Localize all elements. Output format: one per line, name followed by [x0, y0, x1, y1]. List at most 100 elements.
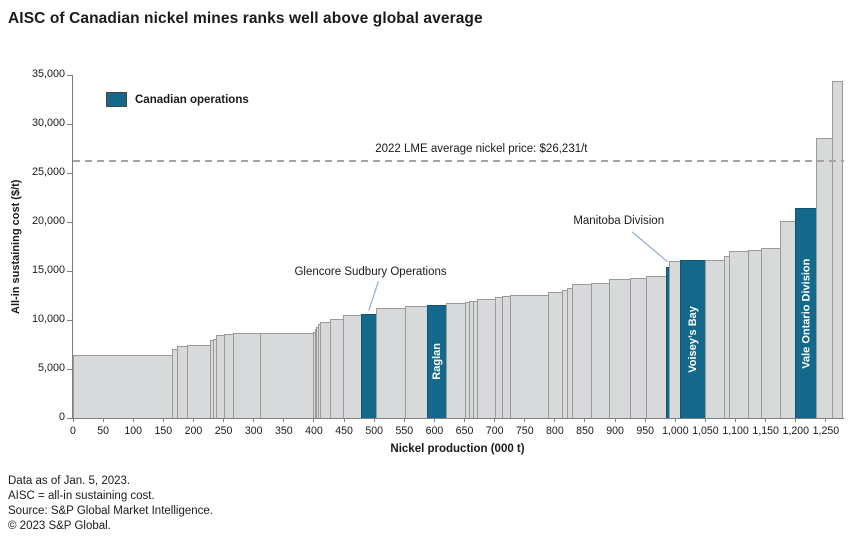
- x-axis-tick: [644, 418, 646, 422]
- footnotes: Data as of Jan. 5, 2023. AISC = all-in s…: [8, 474, 213, 534]
- cost-curve-segment: [187, 345, 212, 418]
- legend: Canadian operations: [106, 92, 249, 107]
- x-axis-tick-label: 950: [636, 425, 655, 437]
- cost-curve-segment: [630, 277, 648, 418]
- bar-voisey-s-bay: Voisey’s Bay: [680, 260, 707, 418]
- x-axis-tick: [433, 418, 435, 422]
- bar-voisey-s-bay-label: Voisey’s Bay: [687, 306, 700, 373]
- legend-swatch-canadian-operations: [106, 92, 127, 107]
- x-axis-tick-label: 50: [97, 425, 109, 437]
- x-axis-tick-label: 350: [274, 425, 293, 437]
- x-axis-tick: [313, 418, 315, 422]
- footnote-data-as-of: Data as of Jan. 5, 2023.: [8, 475, 131, 487]
- y-axis-tick: [67, 172, 72, 174]
- lme-price-reference-label: 2022 LME average nickel price: $26,231/t: [375, 142, 588, 155]
- cost-curve-segment: [816, 137, 833, 418]
- y-axis-tick: [67, 123, 72, 125]
- x-axis-tick-label: 900: [606, 425, 624, 437]
- x-axis-tick: [494, 418, 496, 422]
- callout-manitoba-division-arrow: [631, 231, 668, 263]
- x-axis-tick: [554, 418, 556, 422]
- x-axis-tick: [584, 418, 586, 422]
- cost-curve-segment: [73, 355, 174, 418]
- x-axis-tick-label: 250: [214, 425, 233, 437]
- x-axis-tick-label: 300: [244, 425, 263, 437]
- x-axis-tick-label: 1,100: [722, 425, 749, 437]
- bar-raglan-label: Raglan: [430, 343, 443, 381]
- x-axis-tick-label: 500: [365, 425, 384, 437]
- cost-curve-segment: [330, 319, 344, 418]
- callout-glencore-sudbury-operations: Glencore Sudbury Operations: [294, 265, 447, 278]
- x-axis-tick: [223, 418, 225, 422]
- bar-vale-ontario-division: Vale Ontario Division: [794, 208, 818, 418]
- cost-curve-segment: [342, 315, 362, 418]
- cost-curve-segment: [591, 282, 611, 418]
- cost-curve-segment: [728, 251, 749, 418]
- x-axis-tick-label: 1,150: [752, 425, 779, 437]
- footnote-aisc-definition: AISC = all-in sustaining cost.: [8, 490, 155, 502]
- x-axis-tick: [704, 418, 706, 422]
- x-axis-tick: [192, 418, 194, 422]
- cost-curve-segment: [375, 307, 406, 418]
- x-axis-tick-label: 400: [305, 425, 323, 437]
- x-axis-tick-label: 850: [576, 425, 594, 437]
- x-axis-tick: [373, 418, 375, 422]
- cost-curve-segment: [760, 247, 782, 418]
- y-axis-tick: [67, 270, 72, 272]
- y-axis-tick: [67, 221, 72, 223]
- callout-glencore-sudbury-operations-arrow: [368, 281, 379, 311]
- y-axis-tick-label: 25,000: [31, 166, 65, 178]
- y-axis-tick: [67, 368, 72, 370]
- bar-raglan: Raglan: [426, 305, 447, 418]
- x-axis-tick: [674, 418, 676, 422]
- x-axis-tick-label: 800: [546, 425, 564, 437]
- lme-price-reference-line: [73, 159, 844, 162]
- cost-curve-segment: [233, 333, 262, 418]
- x-axis-tick-label: 450: [335, 425, 353, 437]
- y-axis-tick-label: 10,000: [31, 313, 65, 325]
- cost-curve-segment: [547, 292, 564, 418]
- x-axis-tick: [403, 418, 405, 422]
- x-axis-title: Nickel production (000 t): [390, 443, 525, 455]
- cost-curve-segment: [571, 284, 592, 418]
- cost-curve-segment: [780, 221, 796, 418]
- footnote-copyright: © 2023 S&P Global.: [8, 520, 111, 532]
- x-axis-tick: [825, 418, 827, 422]
- legend-label: Canadian operations: [135, 93, 249, 106]
- y-axis-tick: [67, 74, 72, 76]
- cost-curve-segment: [609, 279, 632, 418]
- x-axis-tick: [795, 418, 797, 422]
- cost-curve-segment: [260, 332, 314, 418]
- x-axis-tick: [253, 418, 255, 422]
- x-axis-tick-label: 200: [184, 425, 203, 437]
- x-axis-tick: [132, 418, 134, 422]
- y-axis-tick-label: 5,000: [37, 362, 65, 374]
- x-axis-tick-label: 750: [515, 425, 534, 437]
- cost-curve-segment: [404, 306, 428, 418]
- x-axis-tick-label: 700: [485, 425, 504, 437]
- x-axis-tick: [464, 418, 466, 422]
- cost-curve-segment: [646, 276, 667, 418]
- x-axis-tick: [765, 418, 767, 422]
- x-axis-tick-label: 1,250: [812, 425, 840, 437]
- cost-curve-segment: [445, 303, 466, 418]
- plot-area: Canadian operations Raglan Voisey’s Bay Va…: [32, 68, 844, 437]
- bar-glencore-sudbury-operations: [360, 313, 377, 418]
- footnote-source: Source: S&P Global Market Intelligence.: [8, 505, 213, 517]
- x-axis-tick-label: 0: [70, 425, 76, 437]
- x-axis-tick-label: 100: [124, 425, 143, 437]
- x-axis-tick-label: 600: [425, 425, 444, 437]
- x-axis-tick: [735, 418, 737, 422]
- x-axis-tick: [343, 418, 345, 422]
- cost-curve-segment: [747, 249, 762, 418]
- x-axis-tick: [614, 418, 616, 422]
- callout-manitoba-division: Manitoba Division: [573, 215, 665, 228]
- y-axis-tick-label: 0: [58, 411, 65, 423]
- cost-curve-segment: [831, 80, 844, 418]
- x-axis-tick-label: 650: [455, 425, 474, 437]
- x-axis-tick-label: 1,050: [692, 425, 719, 437]
- x-axis-tick: [524, 418, 526, 422]
- x-axis-tick-label: 1,000: [662, 425, 689, 437]
- y-axis-tick-label: 15,000: [31, 264, 65, 276]
